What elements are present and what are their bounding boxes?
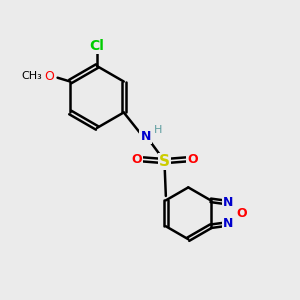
Text: N: N [223, 196, 234, 209]
Text: N: N [223, 218, 234, 230]
Text: H: H [154, 125, 162, 135]
Text: O: O [44, 70, 54, 83]
Text: N: N [140, 130, 151, 143]
Text: S: S [159, 154, 170, 169]
Text: Cl: Cl [90, 39, 104, 53]
Text: CH₃: CH₃ [22, 71, 43, 81]
Text: O: O [236, 207, 247, 220]
Text: O: O [188, 153, 198, 166]
Text: O: O [131, 153, 142, 166]
